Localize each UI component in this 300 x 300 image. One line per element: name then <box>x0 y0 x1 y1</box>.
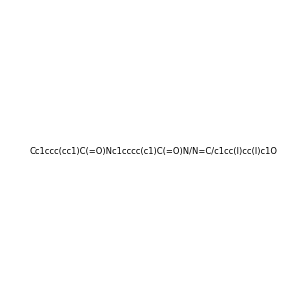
Text: Cc1ccc(cc1)C(=O)Nc1cccc(c1)C(=O)N/N=C/c1cc(I)cc(I)c1O: Cc1ccc(cc1)C(=O)Nc1cccc(c1)C(=O)N/N=C/c1… <box>30 147 278 156</box>
